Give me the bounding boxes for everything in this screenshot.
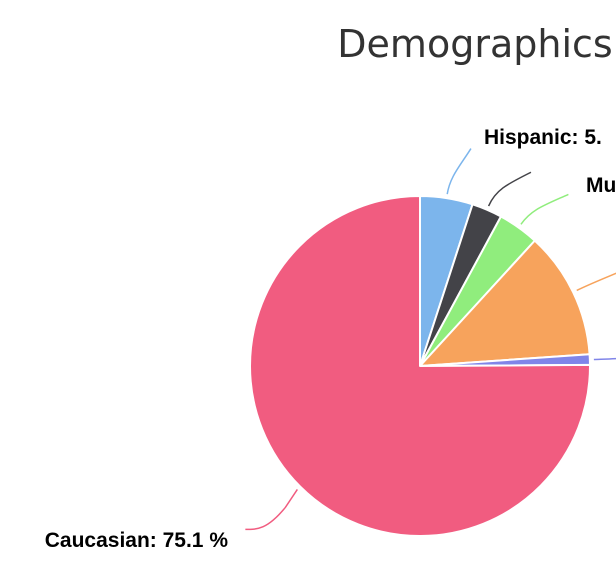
label-connector bbox=[245, 489, 298, 531]
pie-slices bbox=[249, 195, 592, 537]
label-connectors bbox=[245, 148, 616, 531]
label-connector bbox=[593, 357, 616, 361]
pie-slice-unnamed-3[interactable] bbox=[419, 239, 591, 367]
label-connector bbox=[520, 193, 569, 225]
pie-slice-caucasian[interactable] bbox=[249, 195, 592, 537]
label-connector bbox=[576, 272, 616, 292]
label-connector bbox=[446, 148, 472, 195]
chart-title: Demographics bbox=[337, 22, 612, 66]
data-label-hispanic: Hispanic: 5. bbox=[484, 126, 602, 149]
data-labels: Hispanic: 5. Mu Caucasian: 75.1 % bbox=[45, 126, 616, 552]
data-label-caucasian: Caucasian: 75.1 % bbox=[45, 529, 229, 552]
data-label-mu: Mu bbox=[586, 174, 616, 197]
label-connector bbox=[487, 171, 532, 207]
